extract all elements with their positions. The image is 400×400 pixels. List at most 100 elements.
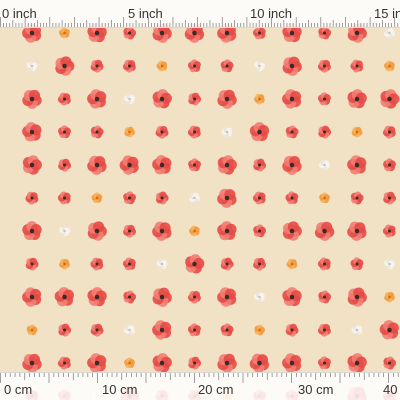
small-red-poppy-icon [123, 290, 137, 304]
red-poppy-icon [347, 221, 367, 241]
white-bloom-icon [351, 324, 363, 336]
small-red-poppy-icon [285, 125, 299, 139]
small-red-poppy-icon [220, 59, 234, 73]
red-poppy-icon [249, 122, 270, 142]
small-red-poppy-icon [58, 158, 72, 172]
red-poppy-icon [22, 155, 42, 175]
cm-ruler: 0 cm 10 cm 20 cm 30 cm 40 [0, 372, 400, 400]
white-bloom-icon [254, 291, 265, 303]
orange-blossom-icon [351, 126, 363, 138]
small-red-poppy-icon [317, 323, 331, 337]
small-red-poppy-icon [317, 59, 331, 73]
small-red-poppy-icon [318, 290, 332, 304]
red-poppy-icon [282, 221, 302, 241]
white-bloom-icon [221, 126, 233, 138]
red-poppy-icon [55, 56, 75, 76]
small-red-poppy-icon [383, 191, 397, 205]
red-poppy-icon [380, 89, 400, 109]
inch-label-15: 15 in [374, 6, 400, 21]
orange-blossom-icon [124, 357, 135, 369]
red-poppy-icon [249, 353, 269, 373]
red-poppy-icon [87, 353, 107, 373]
white-bloom-icon [124, 93, 135, 105]
small-red-poppy-icon [25, 191, 39, 205]
red-poppy-icon [152, 89, 172, 109]
small-red-poppy-icon [350, 191, 364, 205]
small-red-poppy-icon [318, 26, 332, 40]
orange-blossom-icon [189, 225, 200, 237]
cm-label-20: 20 cm [198, 382, 234, 397]
orange-blossom-icon [254, 93, 265, 105]
white-bloom-icon [189, 192, 200, 204]
orange-blossom-icon [91, 192, 103, 204]
white-bloom-icon [254, 60, 265, 72]
red-poppy-icon [152, 353, 172, 373]
small-red-poppy-icon [187, 125, 201, 139]
small-red-poppy-icon [57, 191, 71, 205]
red-poppy-icon [87, 155, 107, 175]
small-red-poppy-icon [350, 257, 364, 271]
small-red-poppy-icon [90, 125, 104, 139]
red-poppy-icon [282, 89, 302, 109]
inch-ruler-ticks [0, 17, 399, 27]
white-bloom-icon [26, 60, 38, 72]
cm-ruler-ticks [0, 373, 399, 383]
red-poppy-icon [347, 89, 367, 109]
cm-label-10: 10 cm [102, 382, 138, 397]
red-poppy-icon [217, 353, 237, 373]
small-red-poppy-icon [220, 323, 234, 337]
orange-blossom-icon [124, 126, 135, 138]
small-red-poppy-icon [123, 26, 137, 40]
small-red-poppy-icon [253, 257, 266, 271]
red-poppy-icon [217, 155, 237, 175]
small-red-poppy-icon [58, 323, 72, 337]
red-poppy-icon [217, 221, 237, 241]
inch-label-5: 5 inch [128, 6, 163, 21]
white-bloom-icon [319, 159, 330, 171]
cm-label-40: 40 [383, 382, 398, 397]
red-poppy-icon [54, 287, 74, 307]
orange-blossom-icon [384, 60, 395, 72]
red-poppy-icon [379, 320, 399, 340]
red-poppy-icon [22, 89, 42, 109]
red-poppy-icon [22, 122, 42, 142]
white-bloom-icon [124, 324, 135, 336]
small-red-poppy-icon [253, 158, 267, 172]
small-red-poppy-icon [383, 158, 396, 172]
small-red-poppy-icon [155, 125, 169, 139]
red-poppy-icon [22, 353, 42, 373]
white-bloom-icon [59, 225, 70, 237]
red-poppy-icon [87, 89, 107, 109]
small-red-poppy-icon [220, 257, 234, 271]
orange-blossom-icon [254, 324, 265, 336]
small-red-poppy-icon [122, 59, 136, 73]
red-poppy-icon [282, 56, 302, 76]
orange-blossom-icon [26, 324, 38, 336]
red-poppy-icon [217, 188, 237, 208]
small-red-poppy-icon [58, 125, 71, 139]
orange-blossom-icon [384, 291, 395, 303]
orange-blossom-icon [286, 258, 298, 270]
red-poppy-icon [347, 155, 367, 175]
white-bloom-icon [156, 258, 168, 270]
orange-blossom-icon [156, 60, 168, 72]
small-red-poppy-icon [188, 356, 202, 370]
small-red-poppy-icon [122, 257, 136, 271]
orange-blossom-icon [59, 27, 70, 39]
red-poppy-icon [87, 221, 107, 241]
cm-label-0: 0 cm [4, 382, 33, 397]
small-red-poppy-icon [57, 92, 71, 106]
small-red-poppy-icon [25, 257, 39, 271]
small-red-poppy-icon [187, 323, 201, 337]
small-red-poppy-icon [188, 158, 201, 172]
orange-blossom-icon [59, 258, 70, 270]
red-poppy-icon [282, 287, 302, 307]
inch-label-10: 10 inch [250, 6, 292, 21]
red-poppy-icon [22, 287, 42, 307]
red-poppy-icon [152, 320, 172, 340]
small-red-poppy-icon [318, 125, 332, 139]
red-poppy-icon [347, 287, 367, 307]
inch-label-0: 0 inch [2, 6, 37, 21]
small-red-poppy-icon [188, 92, 202, 106]
